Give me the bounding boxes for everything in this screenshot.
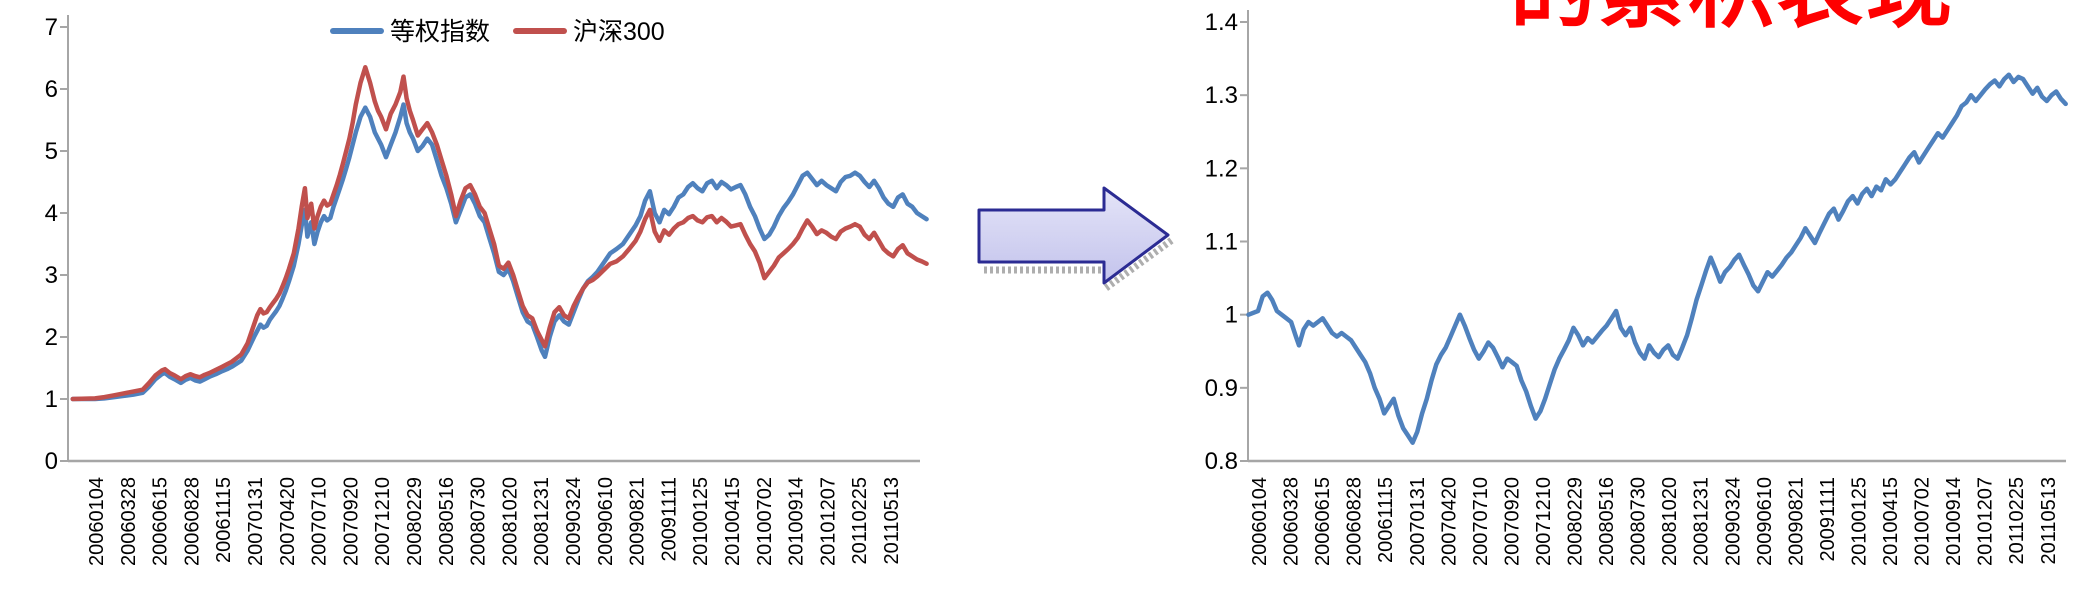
x-tick-label: 20070710 [309,477,331,566]
x-tick-label: 20100125 [690,477,712,566]
x-tick-label: 20100415 [722,477,744,566]
y-tick-label: 2 [45,324,58,351]
x-tick-label: 20110513 [881,477,903,565]
x-tick-label: 20091111 [1817,477,1839,562]
x-tick-label: 20061115 [1375,477,1397,563]
x-tick-label: 20080516 [1596,477,1618,566]
x-tick-label: 20100415 [1880,477,1902,566]
x-tick-label: 20070710 [1470,477,1492,566]
y-tick-label: 1.3 [1205,82,1238,109]
y-tick-label: 7 [45,14,58,41]
x-tick-label: 20060104 [1249,477,1271,566]
x-tick-label: 20110513 [2038,477,2060,565]
x-tick-label: 20081231 [1691,477,1713,566]
x-tick-labels: 20060104 20060328 20060615 20060828 20061115… [86,477,903,566]
x-tick-label: 20100702 [754,477,776,566]
x-tick-label: 20110225 [849,477,871,565]
x-tick-label: 20070920 [1501,477,1523,566]
x-tick-label: 20060615 [150,477,172,566]
x-tick-labels: 20060104 20060328 20060615 20060828 20061115… [1249,477,2060,566]
y-tick-label: 3 [45,262,58,289]
x-tick-label: 20101207 [1975,477,1997,566]
y-tick-label: 1 [1225,302,1238,329]
x-tick-label: 20090610 [595,477,617,566]
x-tick-label: 20060104 [86,477,108,566]
x-tick-label: 20080516 [436,477,458,566]
x-tick-label: 20110225 [2006,477,2028,565]
series-line-1 [70,65,929,402]
page-title: 的累积表现 [1510,0,2076,33]
x-tick-label: 20100125 [1848,477,1870,566]
x-tick-label: 20060328 [1281,477,1303,566]
legend-label-1: 沪深300 [573,18,665,46]
x-tick-label: 20081020 [1659,477,1681,566]
x-tick-label: 20060328 [118,477,140,566]
series-line-0 [70,102,929,402]
x-tick-label: 20071210 [372,477,394,566]
x-tick-label: 20070131 [245,477,267,566]
y-tick-labels: 0 1 2 3 4 5 6 7 [45,14,68,475]
x-tick-label: 20090821 [627,477,649,566]
x-tick-label: 20100914 [786,477,808,566]
y-tick-label: 1.4 [1205,9,1238,36]
x-tick-label: 20080229 [1565,477,1587,566]
x-tick-label: 20061115 [213,477,235,563]
axes [1247,10,2066,463]
x-tick-label: 20080229 [404,477,426,566]
series-line-0 [1246,72,2068,445]
x-tick-label: 20071210 [1533,477,1555,566]
y-tick-label: 0.8 [1205,448,1238,475]
x-tick-label: 20060615 [1312,477,1334,566]
legend: 等权指数 沪深300 [330,18,665,46]
x-tick-label: 20090610 [1754,477,1776,566]
arrow-shape [977,186,1170,285]
x-tick-label: 20070420 [277,477,299,566]
x-tick-label: 20070131 [1407,477,1429,566]
legend-label-0: 等权指数 [390,18,490,46]
x-tick-label: 20100702 [1912,477,1934,566]
x-tick-label: 20070920 [340,477,362,566]
x-tick-label: 20060828 [181,477,203,566]
y-tick-label: 1.1 [1205,229,1238,256]
y-tick-labels: 0.8 0.9 1 1.1 1.2 1.3 1.4 [1205,9,1248,475]
x-tick-label: 20090821 [1785,477,1807,566]
x-tick-label: 20101207 [817,477,839,566]
x-tick-label: 20080730 [1628,477,1650,566]
x-tick-label: 20080730 [468,477,490,566]
y-tick-label: 0 [45,448,58,475]
clipped-title: 的累积表现 [1510,0,2076,40]
y-tick-label: 4 [45,200,58,227]
x-tick-label: 20091111 [658,477,680,562]
y-tick-label: 6 [45,76,58,103]
x-tick-label: 20090324 [1722,477,1744,566]
x-tick-label: 20081231 [531,477,553,566]
y-tick-label: 1.2 [1205,155,1238,182]
y-tick-label: 1 [45,386,58,413]
y-tick-label: 0.9 [1205,375,1238,402]
x-tick-label: 20100914 [1943,477,1965,566]
x-tick-label: 20081020 [499,477,521,566]
arrow-right-icon [977,186,1175,291]
arrow-shadow [1103,237,1175,291]
x-tick-label: 20060828 [1344,477,1366,566]
left-chart: 0 1 2 3 4 5 6 7 20060104 20060328 20060615 20060828… [45,14,929,566]
x-tick-label: 20070420 [1438,477,1460,566]
x-tick-label: 20090324 [563,477,585,566]
y-tick-label: 5 [45,138,58,165]
